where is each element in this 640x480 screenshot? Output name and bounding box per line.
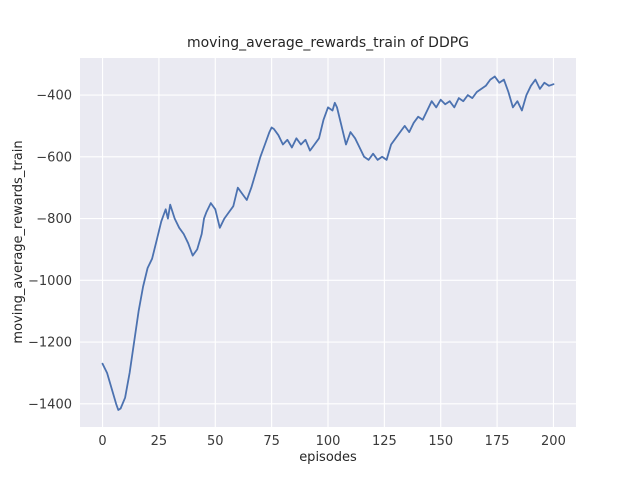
x-tick-label: 175 <box>485 434 510 449</box>
x-tick-label: 75 <box>263 434 280 449</box>
plot-area: 0 25 50 75 100 125 150 175 200 −1400 −1200 −1000 −80… <box>28 58 576 449</box>
chart-title: moving_average_rewards_train of DDPG <box>187 35 469 51</box>
y-tick-label: −400 <box>36 89 72 104</box>
x-tick-label: 0 <box>98 434 106 449</box>
x-tick-label: 50 <box>207 434 224 449</box>
x-tick-label: 125 <box>372 434 397 449</box>
data-line <box>101 75 555 411</box>
y-tick-label: −1400 <box>28 397 72 412</box>
y-axis-label: moving_average_rewards_train <box>11 140 26 343</box>
x-tick-label: 200 <box>541 434 566 449</box>
y-tick-label: −800 <box>36 212 72 227</box>
x-tick-label: 25 <box>151 434 168 449</box>
x-axis-label: episodes <box>299 450 357 465</box>
x-tick-label: 150 <box>428 434 453 449</box>
y-tick-label: −600 <box>36 150 72 165</box>
y-tick-label: −1200 <box>28 336 72 351</box>
x-tick-label: 100 <box>316 434 341 449</box>
y-tick-label: −1000 <box>28 274 72 289</box>
